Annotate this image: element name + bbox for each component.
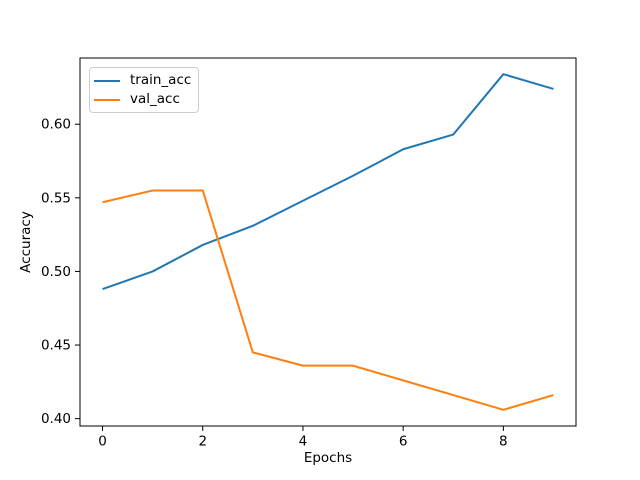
val-acc-line-swatch bbox=[94, 98, 120, 101]
x-tick-label: 0 bbox=[98, 434, 107, 450]
series-line-train_acc bbox=[102, 73, 554, 291]
legend-item-val-acc: val_acc bbox=[94, 90, 191, 109]
y-tick-label: 0.40 bbox=[41, 411, 71, 427]
x-tick-label: 6 bbox=[399, 434, 408, 450]
y-tick-label: 0.55 bbox=[41, 190, 71, 206]
legend-item-train-acc: train_acc bbox=[94, 71, 191, 90]
legend-label-train-acc: train_acc bbox=[130, 72, 192, 88]
x-axis-label: Epochs bbox=[303, 450, 353, 466]
x-tick-label: 8 bbox=[499, 434, 508, 450]
x-tick-label: 2 bbox=[198, 434, 207, 450]
y-tick-label: 0.60 bbox=[41, 117, 71, 133]
axes-spines bbox=[79, 57, 577, 427]
legend: train_acc val_acc bbox=[89, 67, 200, 113]
y-axis-label: Accuracy bbox=[18, 211, 34, 273]
y-tick-label: 0.50 bbox=[41, 264, 71, 280]
legend-label-val-acc: val_acc bbox=[130, 91, 180, 107]
series-line-val_acc bbox=[102, 189, 554, 411]
x-tick-label: 4 bbox=[299, 434, 308, 450]
train-acc-line-swatch bbox=[94, 79, 120, 82]
y-tick-label: 0.45 bbox=[41, 338, 71, 354]
